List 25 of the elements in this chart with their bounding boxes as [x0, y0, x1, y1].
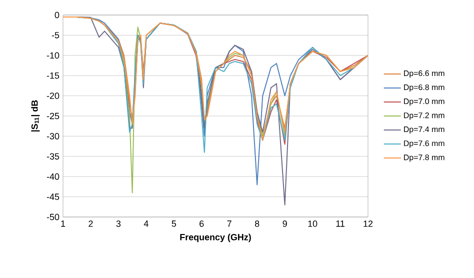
x-axis-title: Frequency (GHz): [180, 234, 251, 242]
y-tick-label: -10: [46, 52, 60, 59]
x-tick-label: 6: [200, 220, 204, 227]
y-tick-label: -25: [46, 112, 60, 120]
x-tick-label: 1: [61, 220, 66, 227]
y-tick-label: -30: [46, 133, 60, 140]
x-tick-label: 8: [254, 220, 260, 227]
y-tick-label: -35: [46, 153, 60, 160]
y-tick-label: -5: [52, 32, 60, 38]
x-tick-label: 2: [88, 220, 93, 227]
y-tick-label: -20: [46, 92, 60, 99]
x-tick-label: 7: [227, 220, 232, 227]
x-tick-label: 4: [144, 220, 148, 227]
y-axis-title: |S$_{11}$| dB: [31, 100, 40, 132]
y-tick-label: -40: [46, 173, 60, 180]
x-tick-label: 3: [116, 220, 121, 227]
y-tick-label: -50: [46, 214, 60, 220]
x-tick-label: 10: [308, 220, 318, 227]
y-tick-label: 0: [54, 12, 60, 18]
y-tick-label: -45: [46, 194, 60, 200]
x-tick-label: 12: [364, 220, 373, 227]
x-tick-label: 11: [336, 220, 344, 227]
y-tick-label: -15: [46, 72, 60, 79]
x-tick-label: 9: [282, 220, 287, 227]
x-tick-label: 5: [172, 220, 176, 227]
